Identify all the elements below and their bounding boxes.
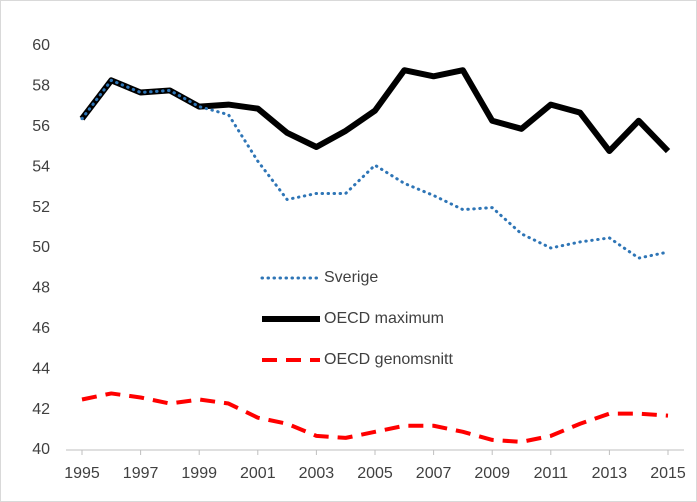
- y-tick-label: 58: [32, 78, 50, 95]
- line-series: [81, 391, 669, 444]
- legend-label: OECD maximum: [324, 310, 444, 327]
- legend-label: Sverige: [324, 269, 378, 286]
- legend-label: OECD genomsnitt: [324, 351, 453, 368]
- x-tick-label: 1995: [64, 465, 100, 482]
- x-tick-label: 2011: [534, 465, 569, 482]
- y-tick-label: 42: [32, 401, 50, 418]
- y-tick-label: 48: [32, 280, 50, 297]
- x-tick-label: 1997: [123, 465, 159, 482]
- x-tick-label: 2013: [592, 465, 628, 482]
- x-tick-label: 2015: [650, 465, 686, 482]
- y-tick-label: 40: [32, 441, 50, 458]
- y-tick-label: 46: [32, 320, 50, 337]
- y-tick-label: 50: [32, 239, 50, 256]
- x-tick-label: 2003: [299, 465, 335, 482]
- y-tick-label: 52: [32, 199, 50, 216]
- y-tick-label: 54: [32, 158, 50, 175]
- x-tick-label: 1999: [181, 465, 217, 482]
- x-tick-label: 2007: [416, 465, 452, 482]
- line-series: [80, 78, 670, 260]
- y-tick-label: 44: [32, 360, 50, 377]
- y-tick-label: 60: [32, 37, 50, 54]
- y-tick-label: 56: [32, 118, 50, 135]
- x-tick-label: 2001: [240, 465, 276, 482]
- x-tick-label: 2009: [474, 465, 510, 482]
- x-tick-label: 2005: [357, 465, 393, 482]
